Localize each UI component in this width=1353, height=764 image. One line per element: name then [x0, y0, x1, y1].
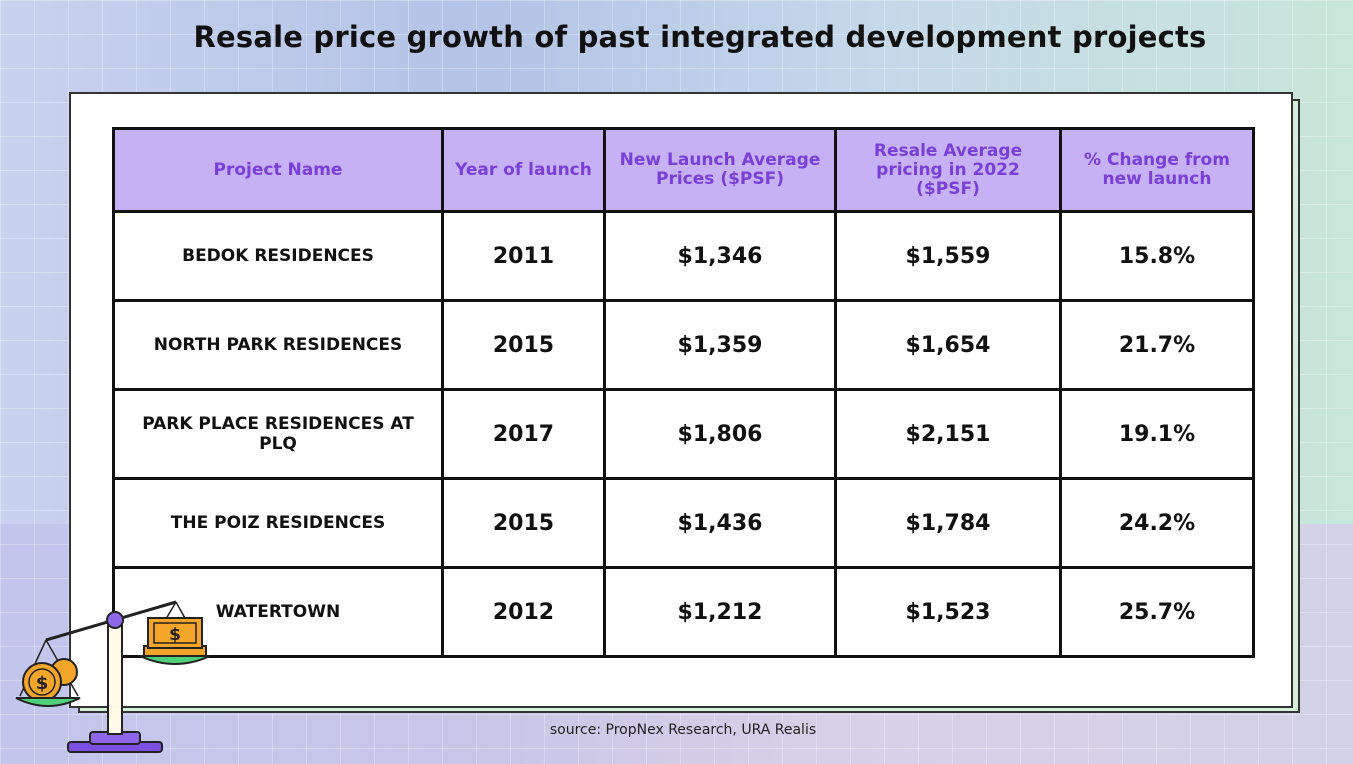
- cell-launch: $1,346: [603, 210, 837, 302]
- cell-name: THE POIZ RESIDENCES: [112, 477, 444, 569]
- cell-year: 2015: [441, 477, 606, 569]
- source-note: source: PropNex Research, URA Realis: [549, 722, 817, 738]
- table-row: NORTH PARK RESIDENCES 2015 $1,359 $1,654…: [112, 299, 1255, 391]
- header-resale-price: Resale Average pricing in 2022 ($PSF): [834, 127, 1062, 213]
- header-year: Year of launch: [441, 127, 606, 213]
- header-launch-price: New Launch Average Prices ($PSF): [603, 127, 837, 213]
- price-table: Project Name Year of launch New Launch A…: [112, 127, 1255, 658]
- cell-resale: $1,559: [834, 210, 1062, 302]
- page-title: Resale price growth of past integrated d…: [193, 20, 1207, 54]
- header-change: % Change from new launch: [1059, 127, 1255, 213]
- table-row: PARK PLACE RESIDENCES AT PLQ 2017 $1,806…: [112, 388, 1255, 480]
- cell-change: 19.1%: [1059, 388, 1255, 480]
- cell-year: 2011: [441, 210, 606, 302]
- table-row: BEDOK RESIDENCES 2011 $1,346 $1,559 15.8…: [112, 210, 1255, 302]
- cell-name: PARK PLACE RESIDENCES AT PLQ: [112, 388, 444, 480]
- cell-resale: $1,654: [834, 299, 1062, 391]
- bill-dollar-symbol: $: [169, 625, 181, 645]
- cell-launch: $1,436: [603, 477, 837, 569]
- coin-dollar-symbol: $: [36, 673, 49, 694]
- cell-change: 25.7%: [1059, 566, 1255, 658]
- cell-change: 15.8%: [1059, 210, 1255, 302]
- cell-year: 2015: [441, 299, 606, 391]
- cell-resale: $1,784: [834, 477, 1062, 569]
- balance-scale-money-icon: $ $: [15, 600, 211, 753]
- cell-year: 2017: [441, 388, 606, 480]
- cell-change: 21.7%: [1059, 299, 1255, 391]
- cell-launch: $1,359: [603, 299, 837, 391]
- cell-launch: $1,806: [603, 388, 837, 480]
- cell-resale: $1,523: [834, 566, 1062, 658]
- table-row: THE POIZ RESIDENCES 2015 $1,436 $1,784 2…: [112, 477, 1255, 569]
- header-row: Project Name Year of launch New Launch A…: [112, 127, 1255, 213]
- header-project-name: Project Name: [112, 127, 444, 213]
- cell-resale: $2,151: [834, 388, 1062, 480]
- table-row: WATERTOWN 2012 $1,212 $1,523 25.7%: [112, 566, 1255, 658]
- cell-launch: $1,212: [603, 566, 837, 658]
- cell-change: 24.2%: [1059, 477, 1255, 569]
- cell-year: 2012: [441, 566, 606, 658]
- cell-name: BEDOK RESIDENCES: [112, 210, 444, 302]
- cell-name: NORTH PARK RESIDENCES: [112, 299, 444, 391]
